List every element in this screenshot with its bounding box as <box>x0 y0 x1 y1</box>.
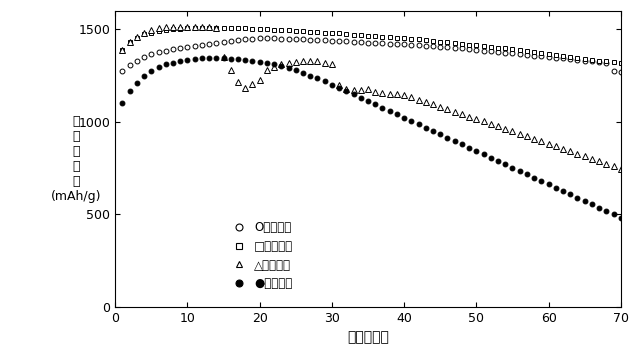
Legend: O：負極６, □：負極７, △：負極８, ●：負極９: O：負極６, □：負極７, △：負極８, ●：負極９ <box>222 216 298 295</box>
X-axis label: サイクル数: サイクル数 <box>347 331 389 345</box>
Y-axis label: 充
放
電
容
量
(mAh/g): 充 放 電 容 量 (mAh/g) <box>51 115 101 203</box>
